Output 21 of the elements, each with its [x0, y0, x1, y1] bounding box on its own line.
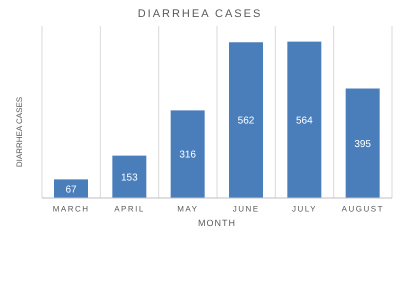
x-tick-label: MARCH [52, 204, 90, 214]
chart-title: DIARRHEA CASES [138, 8, 262, 20]
data-label: 562 [238, 116, 255, 127]
x-tick-label: MAY [177, 204, 198, 214]
bar [287, 42, 322, 198]
x-tick-label: JULY [292, 204, 317, 214]
data-label: 395 [354, 138, 372, 150]
data-label: 316 [179, 150, 196, 161]
bar [54, 179, 88, 198]
x-tick-label: AUGUST [342, 204, 384, 214]
data-label: 564 [296, 115, 314, 126]
bar [170, 110, 205, 198]
x-tick-label: APRIL [114, 204, 145, 214]
x-axis-title: MONTH [198, 218, 236, 228]
bar [346, 88, 380, 198]
data-label: 67 [65, 184, 77, 196]
x-tick-label: JUNE [232, 204, 260, 214]
y-axis-title: DIARRHEA CASES [15, 96, 24, 168]
data-label: 153 [120, 172, 138, 184]
bar [229, 42, 263, 198]
bar [112, 156, 146, 198]
